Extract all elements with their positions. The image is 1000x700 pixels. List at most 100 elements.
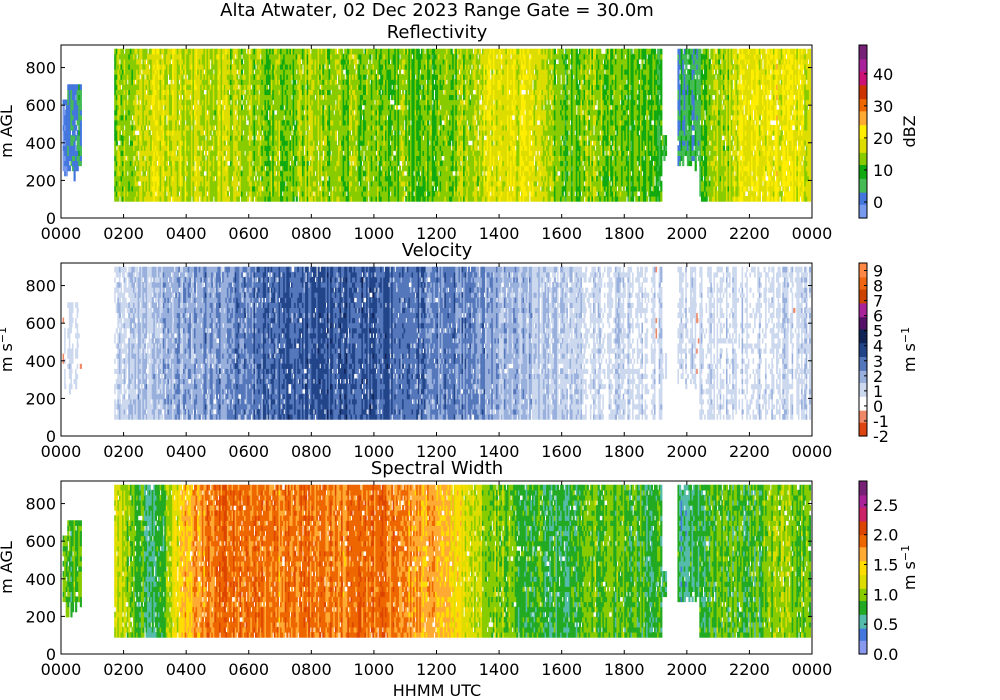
heatmap-cell [79,114,82,121]
heatmap-cell [192,109,195,116]
heatmap-cell [168,165,172,172]
heatmap-cell [145,185,148,192]
heatmap-cell [128,155,131,162]
heatmap-cell [168,48,172,55]
heatmap-cell [118,74,122,80]
heatmap-cell [70,109,73,116]
heatmap-cell [255,175,258,182]
heatmap-cell [181,84,184,90]
heatmap-cell [117,135,120,141]
heatmap-cell [137,84,140,90]
heatmap-cell [189,130,192,136]
heatmap-cell [229,58,233,65]
heatmap-cell [159,165,162,172]
heatmap-cell [201,185,204,192]
heatmap-cell [75,114,78,121]
heatmap-cell [117,79,120,85]
heatmap-cell [147,150,150,156]
heatmap-cell [131,135,134,141]
heatmap-cell [128,99,131,106]
heatmap-cell [176,135,179,141]
heatmap-cell [118,94,122,101]
heatmap-cell [176,114,179,121]
heatmap-cell [184,135,187,141]
heatmap-cell [68,104,71,111]
heatmap-cell [134,135,137,141]
heatmap-cell [222,104,225,111]
heatmap-cell [117,190,120,197]
heatmap-cell [143,119,147,126]
heatmap-cell [176,53,179,60]
heatmap-cell [147,58,150,65]
heatmap-cell [222,155,225,162]
heatmap-cell [183,155,186,162]
heatmap-cell [125,69,128,75]
heatmap-cell [68,130,71,136]
heatmap-cell [179,185,183,192]
heatmap-cell [184,180,187,187]
heatmap-cell [165,48,168,55]
heatmap-cell [167,180,170,187]
heatmap-cell [168,74,172,80]
heatmap-cell [156,190,159,197]
heatmap-cell [115,140,118,146]
heatmap-cell [76,145,79,151]
heatmap-cell [122,99,125,106]
heatmap-cell [361,155,364,162]
heatmap-cell [129,114,132,121]
heatmap-cell [170,124,173,131]
heatmap-cell [201,140,204,146]
heatmap-cell [153,145,156,151]
heatmap-cell [122,63,125,70]
heatmap-cell [234,155,237,162]
heatmap-cell [148,175,151,182]
heatmap-cell [176,119,179,126]
heatmap-cell [167,114,170,121]
heatmap-cell [153,104,156,111]
heatmap-cell [142,53,145,60]
heatmap-cell [156,170,159,177]
heatmap-cell [78,89,81,96]
heatmap-cell [122,160,125,167]
heatmap-cell [184,145,187,151]
heatmap-cell [161,190,164,197]
heatmap-cell [125,119,128,126]
heatmap-cell [120,58,123,65]
heatmap-cell [192,170,195,177]
heatmap-cell [126,196,129,202]
heatmap-cell [122,84,125,90]
heatmap-cell [142,140,145,146]
heatmap-cell [137,53,140,60]
heatmap-cell [298,58,301,65]
heatmap-cell [173,170,176,177]
heatmap-cell [162,196,165,202]
heatmap-cell [128,165,131,172]
heatmap-cell [131,63,134,70]
heatmap-cell [308,48,311,55]
heatmap-cell [198,99,201,106]
heatmap-cell [132,48,136,55]
heatmap-cell [154,145,158,151]
heatmap-cell [159,94,162,101]
heatmap-cell [161,180,164,187]
heatmap-cell [186,104,189,111]
heatmap-cell [159,89,162,96]
heatmap-cell [128,58,131,65]
heatmap-cell [129,180,132,187]
heatmap-cell [114,170,117,177]
heatmap-cell [280,190,283,197]
heatmap-cell [70,89,73,96]
heatmap-cell [200,185,203,192]
heatmap-cell [189,114,192,121]
heatmap-cell [65,135,68,141]
heatmap-cell [153,109,156,116]
heatmap-cell [165,104,168,111]
heatmap-cell [65,119,68,126]
heatmap-cell [125,170,128,177]
heatmap-cell [204,109,208,116]
heatmap-cell [62,99,65,106]
heatmap-cell [114,104,117,111]
heatmap-cell [233,53,236,60]
heatmap-cell [139,119,142,126]
heatmap-cell [240,130,244,136]
